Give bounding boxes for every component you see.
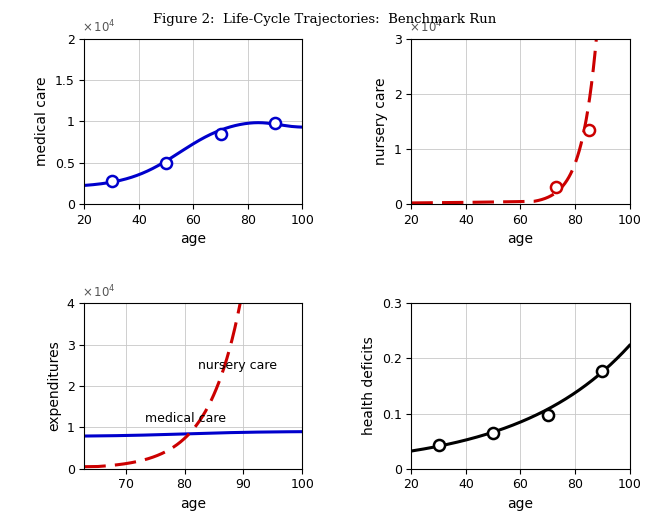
X-axis label: age: age (508, 232, 533, 246)
X-axis label: age: age (508, 497, 533, 511)
Text: medical care: medical care (145, 413, 227, 425)
X-axis label: age: age (180, 232, 206, 246)
X-axis label: age: age (180, 497, 206, 511)
Text: nursery care: nursery care (198, 359, 276, 372)
Y-axis label: health deficits: health deficits (362, 337, 376, 435)
Text: $\times\,10^4$: $\times\,10^4$ (410, 19, 443, 36)
Y-axis label: nursery care: nursery care (374, 78, 388, 165)
Y-axis label: expenditures: expenditures (47, 340, 61, 432)
Text: $\times\,10^4$: $\times\,10^4$ (82, 19, 116, 36)
Y-axis label: medical care: medical care (35, 77, 49, 166)
Text: Figure 2:  Life-Cycle Trajectories:  Benchmark Run: Figure 2: Life-Cycle Trajectories: Bench… (153, 13, 496, 26)
Text: $\times\,10^4$: $\times\,10^4$ (82, 283, 116, 300)
